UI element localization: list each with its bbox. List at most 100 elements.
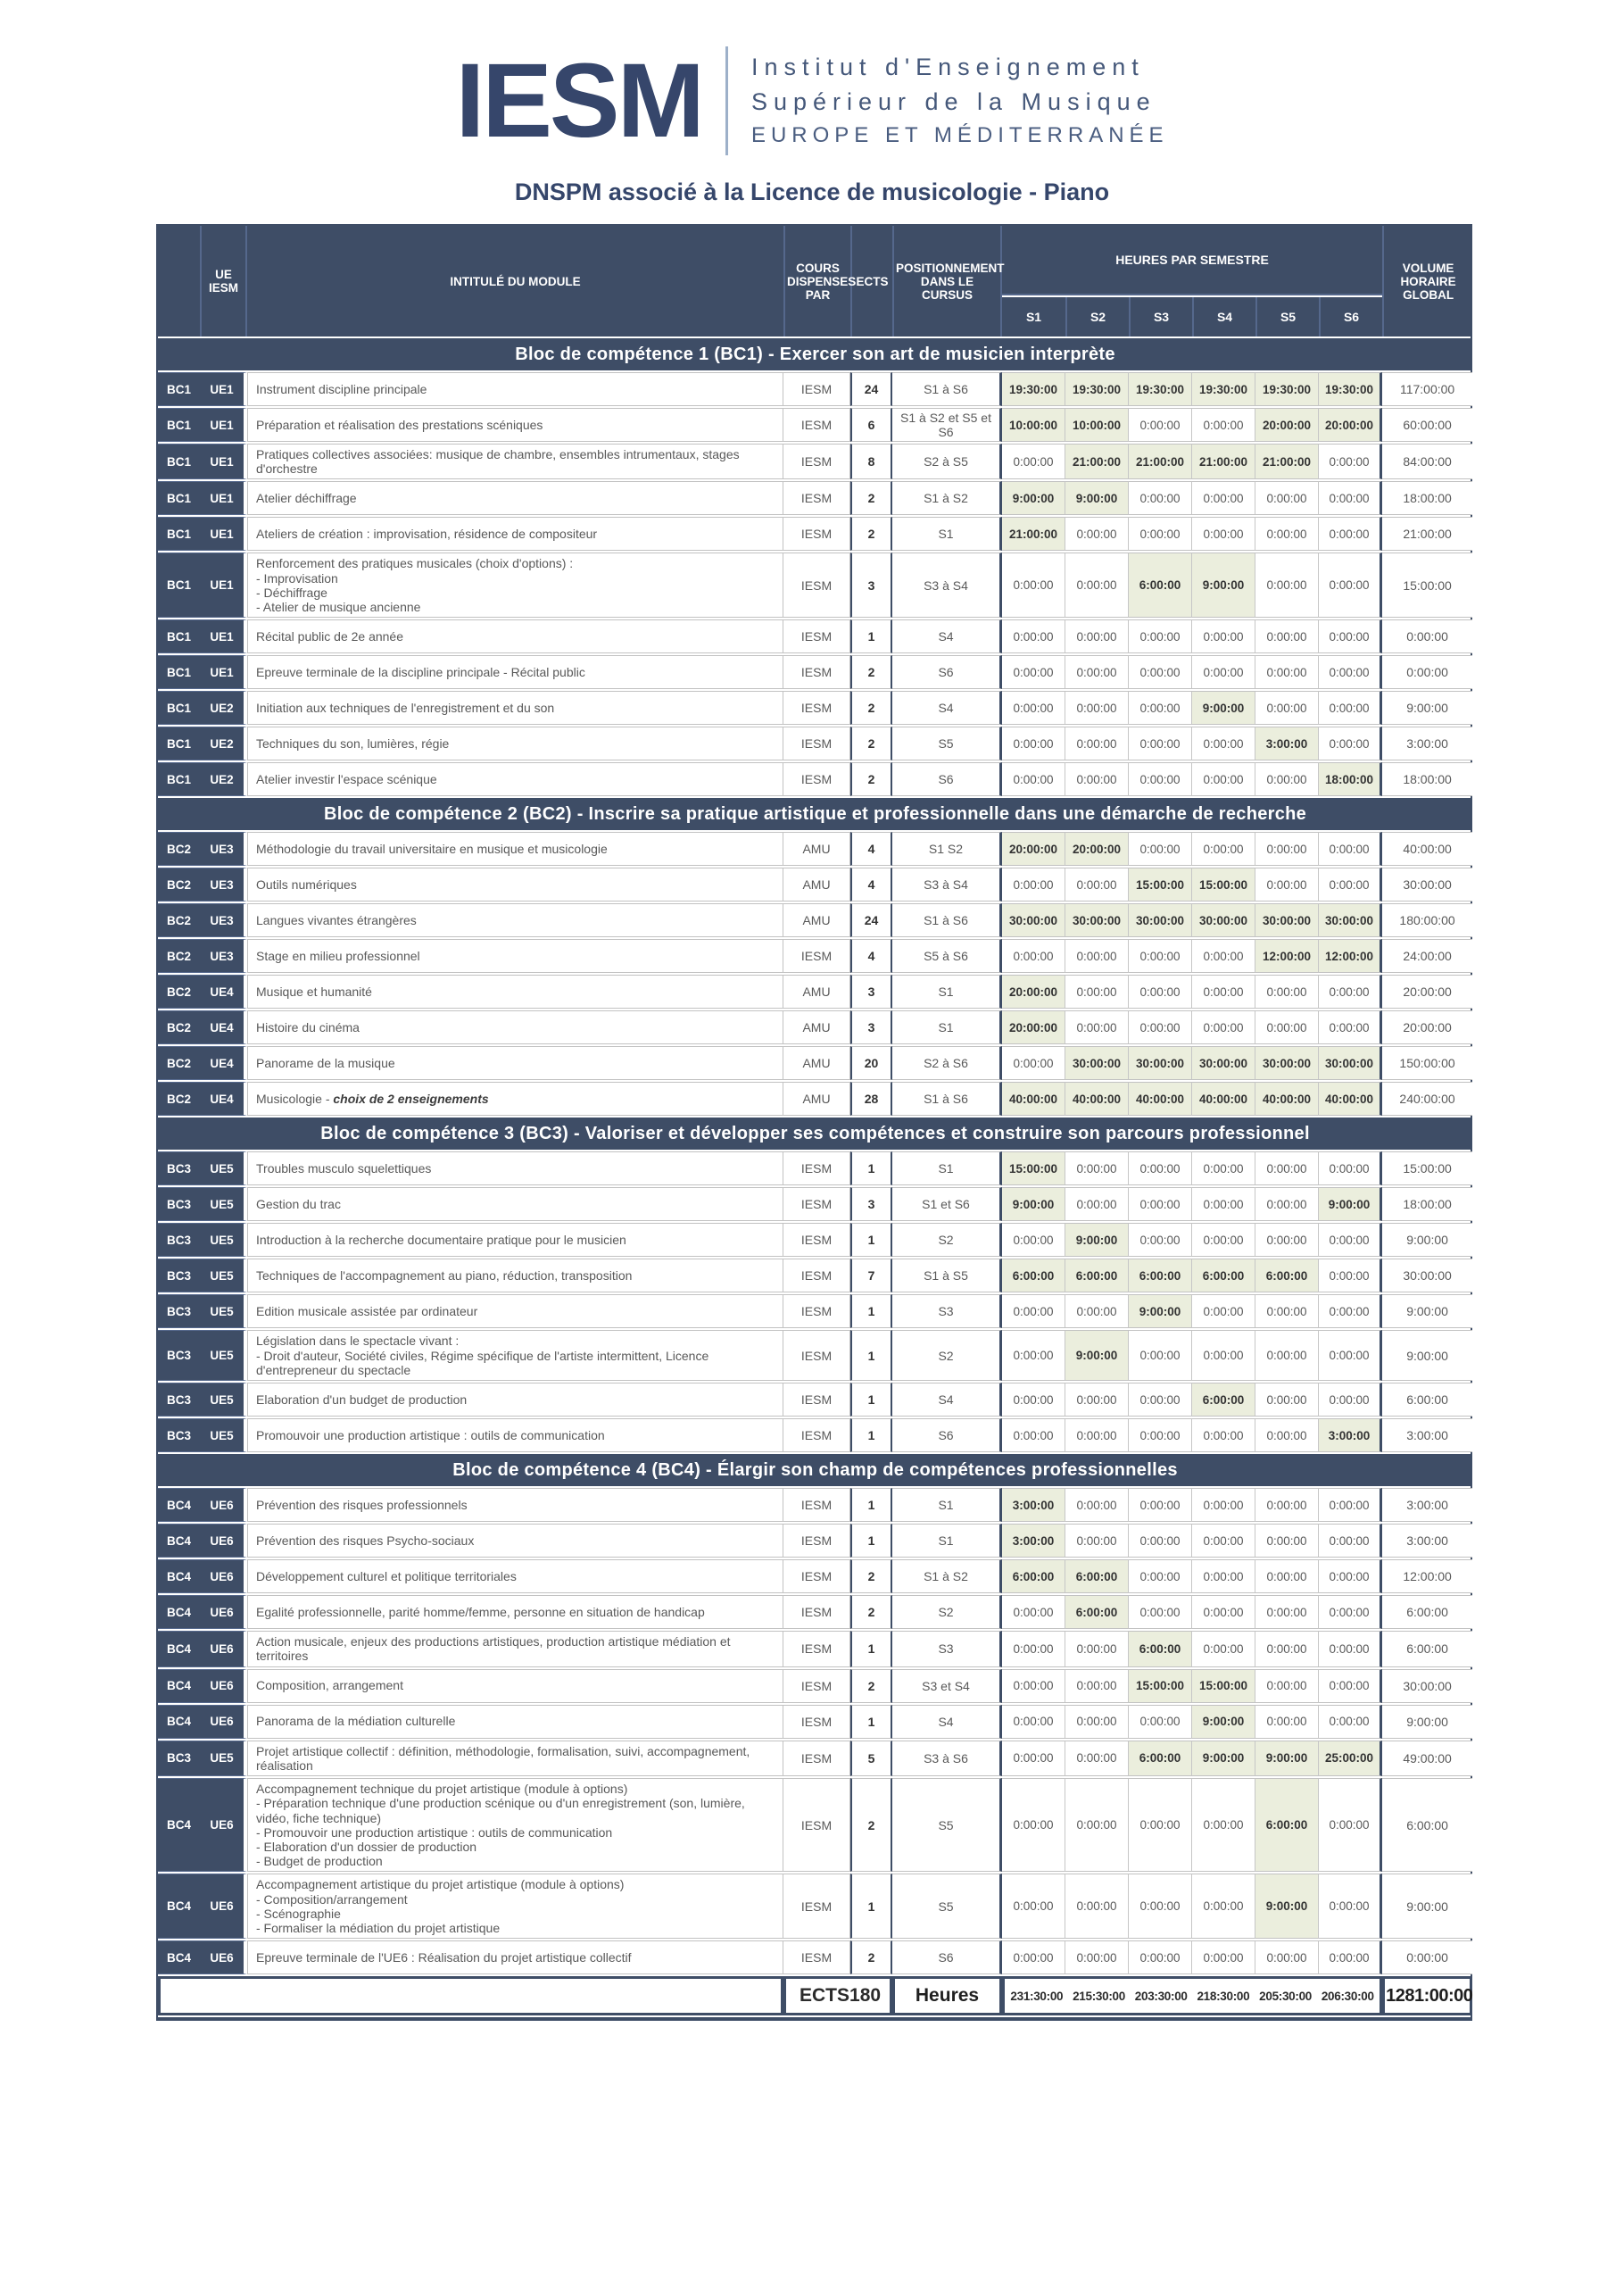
totals-semesters-cell: 231:30:00 215:30:00 203:30:00 218:30:00 205:… xyxy=(1002,1976,1383,2016)
hours-s3-cell: 0:00:00 xyxy=(1129,1488,1192,1523)
section-title: Bloc de compétence 4 (BC4) - Élargir son… xyxy=(158,1454,1473,1487)
module-row: BC4 UE6 Panorama de la médiation culturell… xyxy=(158,1704,1473,1739)
bc-cell: BC3 xyxy=(158,1151,200,1186)
module-cell: Initiation aux techniques de l'enregistr… xyxy=(247,691,783,726)
provider-cell: IESM xyxy=(783,1223,850,1258)
hours-s2-cell: 6:00:00 xyxy=(1065,1559,1129,1594)
bc-cell: BC4 xyxy=(158,1940,200,1975)
hours-s3-cell: 0:00:00 xyxy=(1129,619,1192,654)
module-row: BC2 UE4 Musicologie - choix de 2 enseignem… xyxy=(158,1082,1473,1117)
hours-s4-cell: 0:00:00 xyxy=(1192,517,1255,552)
module-cell: Panorama de la médiation culturelle xyxy=(247,1704,783,1739)
position-cell: S5 à S6 xyxy=(892,939,1002,974)
bc-cell: BC1 xyxy=(158,762,200,797)
hours-s1-cell: 10:00:00 xyxy=(1002,408,1065,442)
ects-cell: 2 xyxy=(850,655,892,690)
header-s6: S6 xyxy=(1319,297,1383,337)
module-row: BC2 UE4 Histoire du cinéma AMU 3 S1 20:00:00 0:… xyxy=(158,1010,1473,1045)
ue-cell: UE6 xyxy=(200,1874,247,1940)
ue-cell: UE6 xyxy=(200,1559,247,1594)
position-cell: S3 xyxy=(892,1631,1002,1667)
hours-s5-cell: 0:00:00 xyxy=(1255,1010,1319,1045)
provider-cell: IESM xyxy=(783,372,850,406)
provider-cell: AMU xyxy=(783,1046,850,1081)
hours-s5-cell: 0:00:00 xyxy=(1255,691,1319,726)
hours-s5-cell: 0:00:00 xyxy=(1255,1330,1319,1382)
volume-cell: 9:00:00 xyxy=(1382,1330,1473,1382)
bc-cell: BC4 xyxy=(158,1704,200,1739)
hours-s1-cell: 15:00:00 xyxy=(1002,1151,1065,1186)
volume-cell: 18:00:00 xyxy=(1382,1187,1473,1222)
header-positionnement: POSITIONNEMENT DANS LE CURSUS xyxy=(892,226,1005,337)
hours-s1-cell: 20:00:00 xyxy=(1002,1010,1065,1045)
ue-cell: UE1 xyxy=(200,444,247,480)
ue-cell: UE2 xyxy=(200,691,247,726)
hours-s3-cell: 30:00:00 xyxy=(1129,1046,1192,1081)
module-row: BC2 UE3 Langues vivantes étrangères AMU 24 S1… xyxy=(158,903,1473,938)
volume-cell: 3:00:00 xyxy=(1382,1524,1473,1558)
ects-cell: 1 xyxy=(850,1418,892,1453)
hours-s1-cell: 19:30:00 xyxy=(1002,372,1065,406)
module-row: BC4 UE6 Epreuve terminale de l'UE6 : Réali… xyxy=(158,1940,1473,1975)
curriculum-table-wrapper: UE IESM INTITULÉ DU MODULE COURS DISPENS… xyxy=(156,224,1473,2022)
hours-s3-cell: 9:00:00 xyxy=(1129,1294,1192,1329)
volume-cell: 180:00:00 xyxy=(1382,903,1473,938)
ue-cell: UE1 xyxy=(200,517,247,552)
module-cell: Egalité professionnelle, parité homme/fe… xyxy=(247,1595,783,1630)
hours-s1-cell: 0:00:00 xyxy=(1002,444,1065,480)
hours-s5-cell: 19:30:00 xyxy=(1255,372,1319,406)
hours-s2-cell: 0:00:00 xyxy=(1065,691,1129,726)
hours-s2-cell: 9:00:00 xyxy=(1065,1330,1129,1382)
hours-s4-cell: 15:00:00 xyxy=(1192,1668,1255,1703)
hours-s3-cell: 6:00:00 xyxy=(1129,1259,1192,1293)
hours-s4-cell: 0:00:00 xyxy=(1192,1874,1255,1940)
module-row: BC2 UE3 Outils numériques AMU 4 S3 à S4 0:00:0… xyxy=(158,868,1473,902)
hours-s1-cell: 0:00:00 xyxy=(1002,1223,1065,1258)
module-cell: Projet artistique collectif : définition… xyxy=(247,1740,783,1777)
hours-s4-cell: 0:00:00 xyxy=(1192,1631,1255,1667)
bc-cell: BC1 xyxy=(158,372,200,406)
module-cell: Préparation et réalisation des prestatio… xyxy=(247,408,783,442)
position-cell: S1 à S2 et S5 et S6 xyxy=(892,408,1002,442)
hours-s4-cell: 9:00:00 xyxy=(1192,691,1255,726)
module-row: BC1 UE1 Récital public de 2e année IESM 1 S4 0… xyxy=(158,619,1473,654)
position-cell: S2 xyxy=(892,1330,1002,1382)
bc-cell: BC1 xyxy=(158,691,200,726)
provider-cell: IESM xyxy=(783,691,850,726)
volume-cell: 0:00:00 xyxy=(1382,1940,1473,1975)
volume-cell: 150:00:00 xyxy=(1382,1046,1473,1081)
hours-s5-cell: 0:00:00 xyxy=(1255,1559,1319,1594)
hours-s4-cell: 0:00:00 xyxy=(1192,1488,1255,1523)
module-row: BC1 UE1 Renforcement des pratiques musical… xyxy=(158,553,1473,619)
hours-s3-cell: 15:00:00 xyxy=(1129,1668,1192,1703)
hours-s1-cell: 6:00:00 xyxy=(1002,1259,1065,1293)
position-cell: S1 xyxy=(892,975,1002,1010)
module-row: BC3 UE5 Promouvoir une production artistiq… xyxy=(158,1418,1473,1453)
bc-cell: BC1 xyxy=(158,444,200,480)
total-s1: 231:30:00 xyxy=(1010,1989,1064,2003)
position-cell: S5 xyxy=(892,1874,1002,1940)
provider-cell: IESM xyxy=(783,1631,850,1667)
hours-s5-cell: 0:00:00 xyxy=(1255,1223,1319,1258)
module-row: BC1 UE1 Préparation et réalisation des pre… xyxy=(158,408,1473,442)
module-cell: Histoire du cinéma xyxy=(247,1010,783,1045)
logo-text-block: Institut d'Enseignement Supérieur de la … xyxy=(751,50,1169,152)
section-row: Bloc de compétence 1 (BC1) - Exercer son… xyxy=(158,338,1473,370)
hours-s3-cell: 6:00:00 xyxy=(1129,553,1192,619)
hours-s5-cell: 3:00:00 xyxy=(1255,727,1319,761)
volume-cell: 84:00:00 xyxy=(1382,444,1473,480)
position-cell: S3 à S4 xyxy=(892,553,1002,619)
hours-s2-cell: 30:00:00 xyxy=(1065,1046,1129,1081)
hours-s4-cell: 0:00:00 xyxy=(1192,939,1255,974)
volume-cell: 20:00:00 xyxy=(1382,975,1473,1010)
volume-cell: 40:00:00 xyxy=(1382,832,1473,867)
hours-s1-cell: 0:00:00 xyxy=(1002,762,1065,797)
hours-s1-cell: 0:00:00 xyxy=(1002,691,1065,726)
hours-s5-cell: 0:00:00 xyxy=(1255,481,1319,516)
module-cell: Prévention des risques professionnels xyxy=(247,1488,783,1523)
header-s5: S5 xyxy=(1255,297,1319,337)
volume-cell: 9:00:00 xyxy=(1382,1704,1473,1739)
ue-cell: UE5 xyxy=(200,1223,247,1258)
provider-cell: AMU xyxy=(783,1010,850,1045)
provider-cell: IESM xyxy=(783,1383,850,1417)
